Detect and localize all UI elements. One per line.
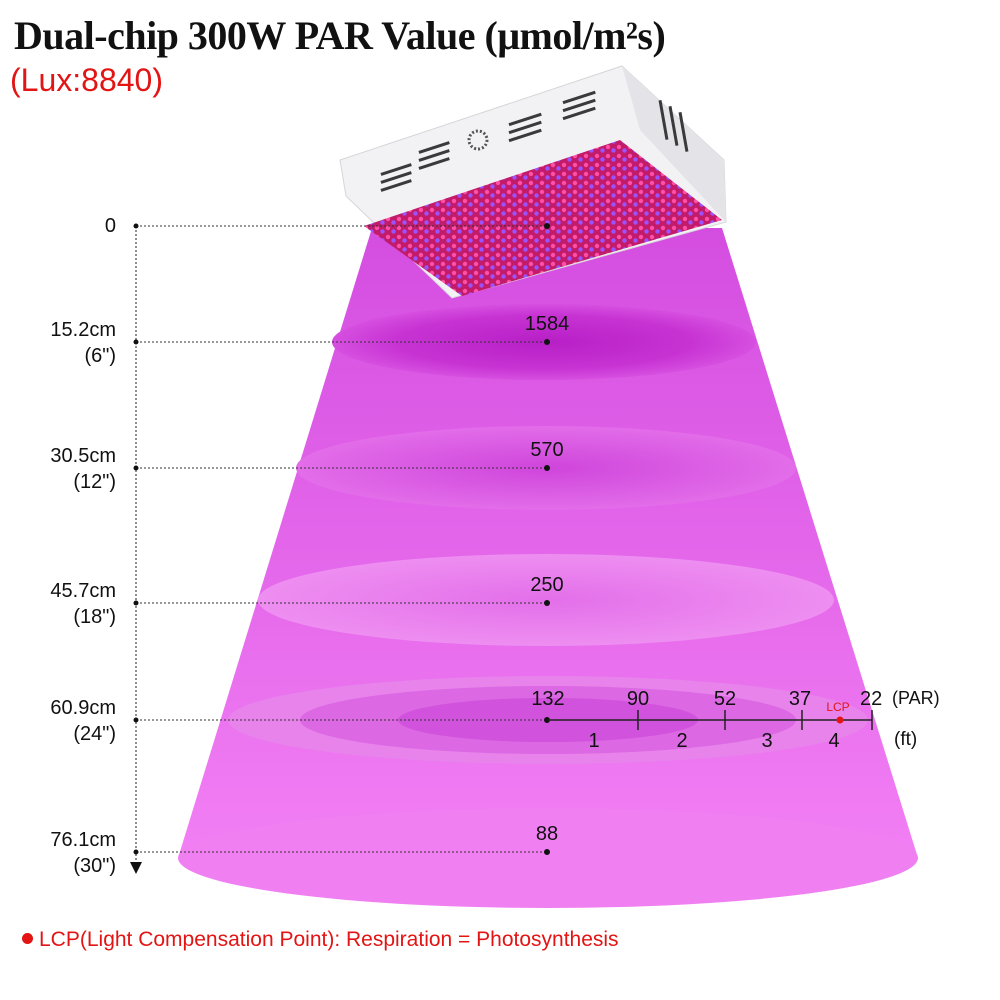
lcp-footnote: LCP(Light Compensation Point): Respirati… <box>22 928 619 952</box>
center-point <box>544 465 550 471</box>
lcp-bullet-icon <box>22 933 33 944</box>
height-inch-label: (30") <box>73 855 116 877</box>
center-point <box>544 717 550 723</box>
spread-par-value: 37 <box>789 688 811 710</box>
spread-par-value: 22 <box>860 688 882 710</box>
distance-ft-label: 2 <box>676 730 687 752</box>
center-point <box>544 223 550 229</box>
height-cm-label: 45.7cm <box>50 580 116 602</box>
height-inch-label: (18") <box>73 606 116 628</box>
par-value-label: 88 <box>536 823 558 845</box>
center-point <box>544 600 550 606</box>
par-value-label: 570 <box>530 439 563 461</box>
height-tick <box>133 339 139 345</box>
intensity-disc-18in <box>258 554 834 646</box>
height-inch-label: (12") <box>73 471 116 493</box>
height-inch-label: (24") <box>73 723 116 745</box>
lux-value: (Lux:8840) <box>10 62 163 98</box>
spread-par-value: 90 <box>627 688 649 710</box>
distance-ft-label: 1 <box>588 730 599 752</box>
height-cm-label: 76.1cm <box>50 829 116 851</box>
spread-par-value: 52 <box>714 688 736 710</box>
center-point <box>544 339 550 345</box>
height-tick <box>133 223 139 229</box>
height-cm-label: 30.5cm <box>50 445 116 467</box>
par-value-label: 250 <box>530 574 563 596</box>
height-cm-label: 60.9cm <box>50 697 116 719</box>
height-tick <box>133 717 139 723</box>
led-array <box>364 140 722 296</box>
par-value-label: 1584 <box>525 313 570 335</box>
led-grow-light <box>339 65 727 299</box>
distance-ft-label: 3 <box>761 730 772 752</box>
height-tick <box>133 849 139 855</box>
height-inch-label: (6") <box>84 345 116 367</box>
lcp-label: LCP <box>826 700 849 714</box>
lcp-footnote-text: LCP(Light Compensation Point): Respirati… <box>39 928 619 951</box>
center-point <box>544 849 550 855</box>
distance-ft-label: 4 <box>828 730 839 752</box>
height-tick <box>133 600 139 606</box>
ft-unit-label: (ft) <box>894 729 917 750</box>
height-tick <box>133 465 139 471</box>
fan-vent-icon <box>467 129 489 151</box>
page-title: Dual-chip 300W PAR Value (μmol/m²s) <box>14 13 666 58</box>
par-unit-label: (PAR) <box>892 688 940 708</box>
axis-arrow-icon <box>130 862 142 874</box>
beam-base <box>178 808 918 908</box>
spread-par-value: 132 <box>531 688 564 710</box>
lcp-point <box>836 716 844 724</box>
height-cm-label: 15.2cm <box>50 319 116 341</box>
height-cm-label: 0 <box>105 215 116 237</box>
